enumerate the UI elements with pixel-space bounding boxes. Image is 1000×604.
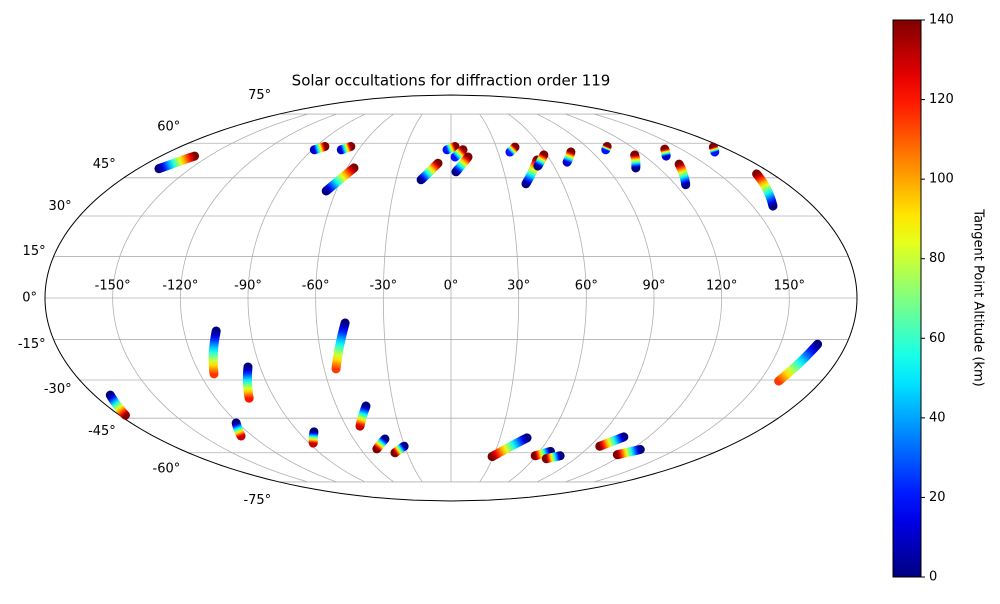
occultation-track: [601, 141, 612, 155]
grid-line: [315, 113, 394, 483]
x-tick-label: 120°: [706, 279, 737, 294]
occultation-track: [336, 141, 356, 155]
occultation-track: [450, 145, 468, 162]
occultation-track: [309, 141, 330, 155]
occultation-track: [487, 433, 532, 462]
occultation-track: [321, 163, 359, 196]
y-tick-label: 15°: [23, 244, 46, 259]
colorbar-label: Tangent Point Altitude (km): [971, 208, 986, 386]
x-tick-label: -30°: [369, 279, 397, 294]
colorbar-tick-label: 80: [929, 251, 946, 266]
x-tick-label: 0°: [444, 279, 459, 294]
x-tick-label: 90°: [642, 279, 665, 294]
y-tick-label: -75°: [243, 493, 271, 508]
grid-line: [112, 113, 308, 483]
occultation-track: [660, 144, 671, 161]
occultation-track: [442, 141, 460, 155]
occultation-track: [752, 169, 778, 211]
y-tick-label: -60°: [153, 462, 181, 477]
occultation-track: [612, 445, 645, 460]
grid-line: [479, 113, 520, 483]
grid-line: [536, 113, 655, 483]
x-tick-label: 60°: [575, 279, 598, 294]
occultation-track: [530, 446, 556, 461]
occultation-track: [630, 150, 641, 173]
occultation-track: [674, 159, 691, 190]
occultation-track: [541, 451, 565, 464]
x-tick-label: -150°: [95, 279, 131, 294]
colorbar-tick-label: 60: [929, 331, 946, 346]
y-tick-label: 30°: [49, 199, 72, 214]
colorbar-tick-label: 100: [929, 172, 954, 187]
x-tick-label: -120°: [162, 279, 198, 294]
occultation-track: [372, 434, 390, 454]
occultation-track: [708, 142, 720, 157]
x-tick-label: 30°: [507, 279, 530, 294]
occultation-track: [208, 326, 221, 379]
grid-line: [382, 113, 423, 483]
occultation-track: [242, 362, 254, 403]
occultation-track: [562, 147, 576, 167]
map-boundary: [44, 94, 858, 502]
colorbar-tick-label: 140: [929, 13, 954, 28]
colorbar-tick-label: 20: [929, 490, 946, 505]
colorbar-tick-label: 40: [929, 410, 946, 425]
occultation-track: [105, 390, 130, 420]
occultation-track: [774, 339, 823, 386]
grid-line: [179, 113, 337, 483]
grid-line: [565, 113, 723, 483]
occultation-track: [154, 151, 200, 174]
occultation-track: [451, 152, 473, 177]
x-tick-label: -90°: [234, 279, 262, 294]
y-tick-label: 45°: [93, 157, 116, 172]
y-tick-label: 0°: [22, 291, 37, 306]
grid-line: [247, 113, 366, 483]
occultation-track: [390, 441, 409, 458]
colorbar-tick-label: 120: [929, 92, 954, 107]
x-tick-label: 150°: [774, 279, 805, 294]
grid-line: [508, 113, 587, 483]
y-tick-label: -30°: [44, 382, 72, 397]
grid-line: [594, 113, 790, 483]
x-tick-label: -60°: [302, 279, 330, 294]
occultation-track: [231, 418, 246, 441]
chart-title: Solar occultations for diffraction order…: [292, 72, 611, 90]
occultation-track: [331, 318, 350, 374]
y-tick-label: 60°: [157, 119, 180, 134]
occultation-track: [595, 432, 629, 451]
occultation-track: [416, 158, 443, 185]
colorbar: [892, 19, 922, 578]
occultation-track: [533, 150, 549, 171]
colorbar-tick-label: 0: [929, 570, 937, 585]
occultation-track: [505, 142, 520, 157]
occultation-track: [355, 401, 371, 431]
y-tick-label: -15°: [18, 337, 46, 352]
y-tick-label: 75°: [248, 88, 271, 103]
occultation-track: [308, 427, 319, 448]
y-tick-label: -45°: [88, 424, 116, 439]
